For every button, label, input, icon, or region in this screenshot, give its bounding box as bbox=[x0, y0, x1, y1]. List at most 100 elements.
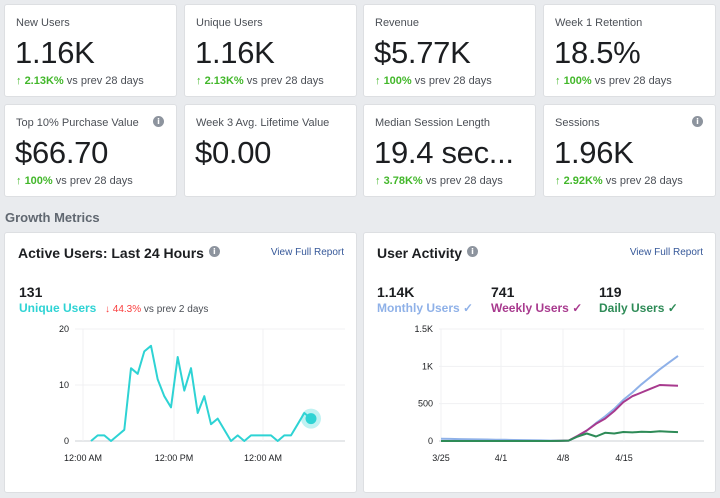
y-tick-label: 500 bbox=[418, 399, 433, 409]
info-icon[interactable]: i bbox=[466, 246, 478, 257]
delta-value: 44.3% bbox=[112, 304, 142, 315]
unique-users-label: Unique Users bbox=[19, 301, 97, 315]
kpi-delta-value: 100% bbox=[563, 75, 592, 87]
kpi-delta-suffix: vs prev 28 days bbox=[55, 175, 133, 187]
kpi-label: Week 1 Retention bbox=[555, 17, 643, 29]
delta-suffix: vs prev 2 days bbox=[143, 304, 209, 315]
x-tick-label: 12:00 AM bbox=[64, 453, 102, 463]
weekly-users-text: Weekly Users bbox=[491, 301, 569, 315]
kpi-value: 1.16K bbox=[195, 35, 275, 70]
active-users-chart: 0 10 20 12:00 AM 12:00 PM 12:00 AM bbox=[59, 324, 345, 463]
x-tick-label: 3/25 bbox=[432, 453, 450, 463]
up-arrow-icon: ↑ bbox=[375, 75, 384, 87]
kpi-value: $5.77K bbox=[374, 35, 471, 70]
user-activity-panel: User Activity i View Full Report 1.14K M… bbox=[363, 232, 716, 493]
kpi-card[interactable]: Unique Users 1.16K ↑ 2.13K% vs prev 28 day… bbox=[184, 4, 357, 97]
active-users-title: Active Users: Last 24 Hours bbox=[18, 245, 204, 261]
y-tick-label: 20 bbox=[59, 324, 69, 334]
up-arrow-icon: ↑ bbox=[16, 75, 25, 87]
kpi-delta: ↑ 100% vs prev 28 days bbox=[555, 75, 672, 87]
user-activity-title: User Activity bbox=[377, 245, 463, 261]
kpi-delta-suffix: vs prev 28 days bbox=[66, 75, 144, 87]
monthly-users-label[interactable]: Monthly Users ✓ bbox=[377, 301, 473, 315]
kpi-card[interactable]: Week 3 Avg. Lifetime Value $0.00 bbox=[184, 104, 357, 197]
kpi-delta-value: 100% bbox=[24, 175, 53, 187]
weekly-users-count: 741 bbox=[491, 284, 515, 300]
kpi-value: 18.5% bbox=[554, 35, 641, 70]
up-arrow-icon: ↑ bbox=[555, 175, 564, 187]
kpi-card[interactable]: Median Session Length 19.4 sec... ↑ 3.78K%… bbox=[363, 104, 536, 197]
kpi-value: 1.96K bbox=[554, 135, 634, 170]
check-icon: ✓ bbox=[667, 301, 678, 315]
check-icon: ✓ bbox=[572, 301, 583, 315]
info-icon[interactable]: i bbox=[153, 116, 164, 127]
view-full-report-link[interactable]: View Full Report bbox=[270, 247, 344, 258]
daily-users-text: Daily Users bbox=[599, 301, 665, 315]
kpi-delta-suffix: vs prev 28 days bbox=[425, 175, 503, 187]
kpi-delta-suffix: vs prev 28 days bbox=[246, 75, 324, 87]
kpi-label: Unique Users bbox=[196, 17, 263, 29]
kpi-card[interactable]: Week 1 Retention 18.5% ↑ 100% vs prev 28 d… bbox=[543, 4, 716, 97]
kpi-delta: ↑ 3.78K% vs prev 28 days bbox=[375, 175, 503, 187]
kpi-card[interactable]: New Users 1.16K ↑ 2.13K% vs prev 28 days bbox=[4, 4, 177, 97]
kpi-card[interactable]: Revenue $5.77K ↑ 100% vs prev 28 days bbox=[363, 4, 536, 97]
kpi-delta: ↑ 2.13K% vs prev 28 days bbox=[16, 75, 144, 87]
monthly-users-text: Monthly Users bbox=[377, 301, 460, 315]
user-activity-chart: 0 500 1K 1.5K 3/25 4/1 4/8 4/15 bbox=[414, 324, 704, 463]
up-arrow-icon: ↑ bbox=[375, 175, 384, 187]
y-tick-label: 1.5K bbox=[414, 324, 433, 334]
kpi-label: Top 10% Purchase Value bbox=[16, 117, 139, 129]
x-tick-label: 4/8 bbox=[557, 453, 570, 463]
kpi-delta-suffix: vs prev 28 days bbox=[414, 75, 492, 87]
current-point bbox=[305, 413, 317, 425]
x-tick-label: 12:00 AM bbox=[244, 453, 282, 463]
x-tick-label: 4/15 bbox=[615, 453, 633, 463]
kpi-value: 1.16K bbox=[15, 35, 95, 70]
y-tick-label: 0 bbox=[64, 436, 69, 446]
section-title-growth: Growth Metrics bbox=[5, 210, 100, 225]
y-tick-label: 0 bbox=[428, 436, 433, 446]
view-full-report-link[interactable]: View Full Report bbox=[629, 247, 703, 258]
panel-title: User Activity i bbox=[377, 245, 478, 261]
kpi-delta-value: 2.13K% bbox=[204, 75, 244, 87]
series-line bbox=[440, 355, 679, 442]
kpi-label: New Users bbox=[16, 17, 70, 29]
up-arrow-icon: ↑ bbox=[555, 75, 564, 87]
x-tick-label: 4/1 bbox=[495, 453, 508, 463]
kpi-delta: ↑ 2.92K% vs prev 28 days bbox=[555, 175, 683, 187]
kpi-delta-suffix: vs prev 28 days bbox=[594, 75, 672, 87]
kpi-delta-value: 2.13K% bbox=[24, 75, 64, 87]
unique-users-delta: ↓ 44.3% vs prev 2 days bbox=[105, 304, 208, 315]
kpi-label: Revenue bbox=[375, 17, 420, 29]
kpi-label: Sessions bbox=[555, 117, 600, 129]
kpi-card[interactable]: Top 10% Purchase Value i $66.70 ↑ 100% vs p… bbox=[4, 104, 177, 197]
kpi-value: $0.00 bbox=[195, 135, 272, 170]
kpi-delta: ↑ 2.13K% vs prev 28 days bbox=[196, 75, 324, 87]
check-icon: ✓ bbox=[463, 301, 474, 315]
kpi-delta-value: 100% bbox=[383, 75, 412, 87]
monthly-users-count: 1.14K bbox=[377, 284, 415, 300]
weekly-users-label[interactable]: Weekly Users ✓ bbox=[491, 301, 582, 315]
kpi-delta-value: 2.92K% bbox=[563, 175, 603, 187]
unique-users-count: 131 bbox=[19, 284, 43, 300]
kpi-delta-value: 3.78K% bbox=[383, 175, 423, 187]
panel-title: Active Users: Last 24 Hours i bbox=[18, 245, 220, 261]
y-tick-label: 10 bbox=[59, 380, 69, 390]
kpi-delta: ↑ 100% vs prev 28 days bbox=[375, 75, 492, 87]
kpi-card[interactable]: Sessions i 1.96K ↑ 2.92K% vs prev 28 days bbox=[543, 104, 716, 197]
down-arrow-icon: ↓ bbox=[105, 304, 110, 315]
kpi-label: Median Session Length bbox=[375, 117, 490, 129]
x-tick-label: 12:00 PM bbox=[155, 453, 194, 463]
series-line bbox=[441, 430, 679, 442]
info-icon[interactable]: i bbox=[692, 116, 703, 127]
up-arrow-icon: ↑ bbox=[16, 175, 25, 187]
kpi-value: $66.70 bbox=[15, 135, 109, 170]
series-line bbox=[90, 344, 312, 442]
daily-users-label[interactable]: Daily Users ✓ bbox=[599, 301, 678, 315]
up-arrow-icon: ↑ bbox=[196, 75, 205, 87]
daily-users-count: 119 bbox=[599, 284, 622, 300]
active-users-panel: Active Users: Last 24 Hours i View Full … bbox=[4, 232, 357, 493]
info-icon[interactable]: i bbox=[208, 246, 220, 257]
kpi-delta-suffix: vs prev 28 days bbox=[605, 175, 683, 187]
kpi-label: Week 3 Avg. Lifetime Value bbox=[196, 117, 330, 129]
